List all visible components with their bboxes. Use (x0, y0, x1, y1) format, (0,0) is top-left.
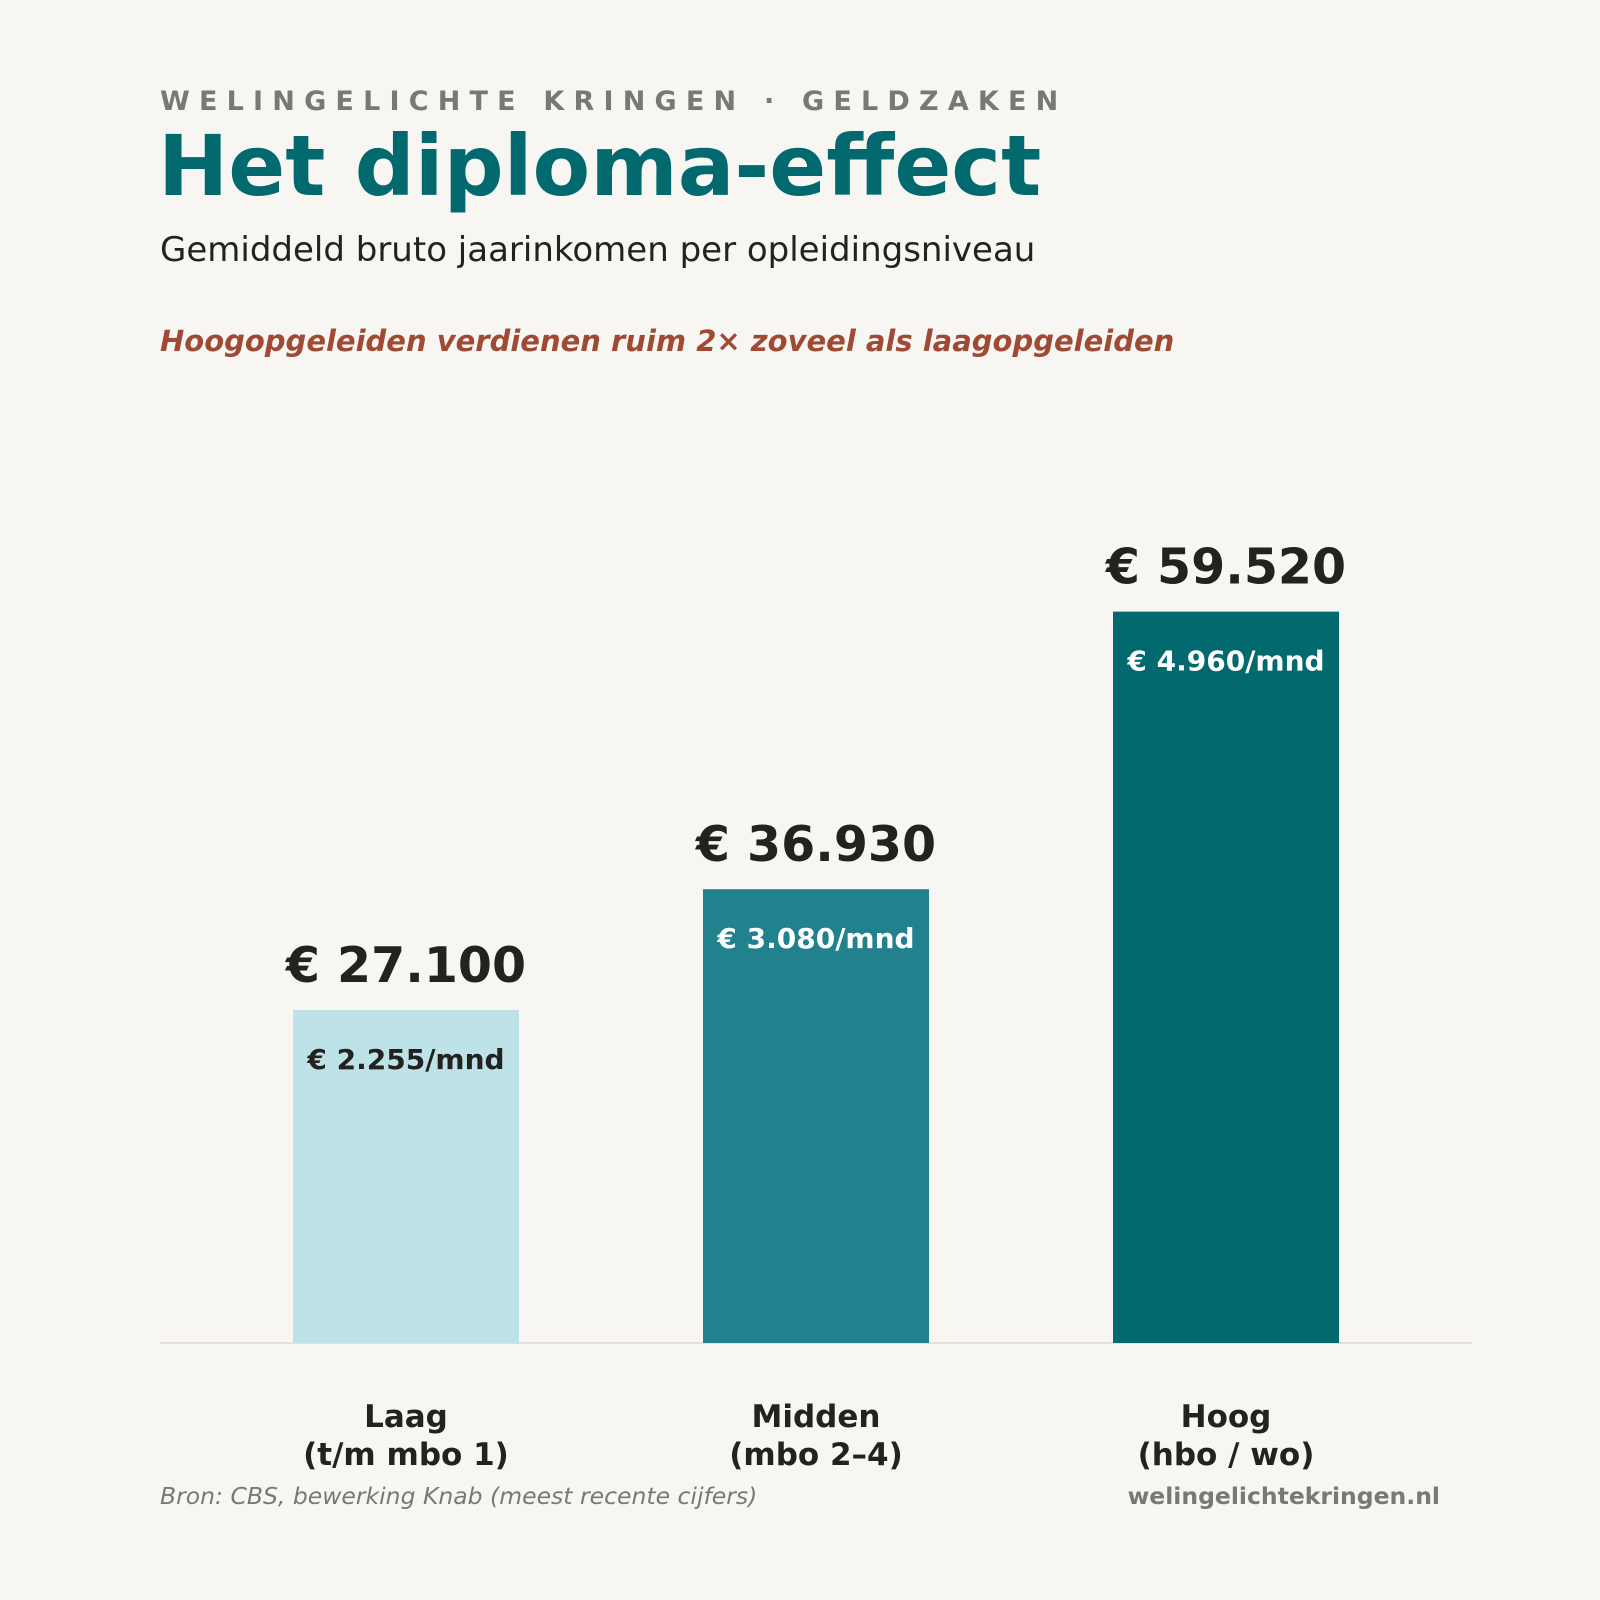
page-title: Het diploma-effect (158, 117, 1042, 215)
monthly-label-2: € 4.960/mnd (1126, 645, 1324, 678)
monthly-label-1: € 3.080/mnd (716, 922, 914, 955)
value-label-1: € 36.930 (695, 816, 936, 873)
value-label-0: € 27.100 (285, 937, 526, 994)
category-label-1-0: Midden (752, 1399, 881, 1435)
subtitle: Gemiddeld bruto jaarinkomen per opleidin… (160, 230, 1036, 270)
category-label-2-1: (hbo / wo) (1138, 1437, 1315, 1473)
site-link[interactable]: welingelichtekringen.nl (1127, 1482, 1440, 1510)
value-label-2: € 59.520 (1105, 539, 1346, 596)
monthly-label-0: € 2.255/mnd (306, 1043, 504, 1076)
category-label-0-1: (t/m mbo 1) (303, 1437, 509, 1473)
category-label-1-1: (mbo 2–4) (729, 1437, 903, 1473)
highlight-text: Hoogopgeleiden verdienen ruim 2× zoveel … (160, 324, 1175, 358)
category-label-0-0: Laag (364, 1399, 448, 1435)
bar-1 (703, 889, 929, 1343)
category-label-2-0: Hoog (1181, 1399, 1272, 1435)
bar-0 (293, 1009, 519, 1343)
source-note: Bron: CBS, bewerking Knab (meest recente… (160, 1482, 758, 1510)
kicker: WELINGELICHTE KRINGEN · GELDZAKEN (160, 86, 1068, 117)
bar-2 (1113, 611, 1339, 1343)
